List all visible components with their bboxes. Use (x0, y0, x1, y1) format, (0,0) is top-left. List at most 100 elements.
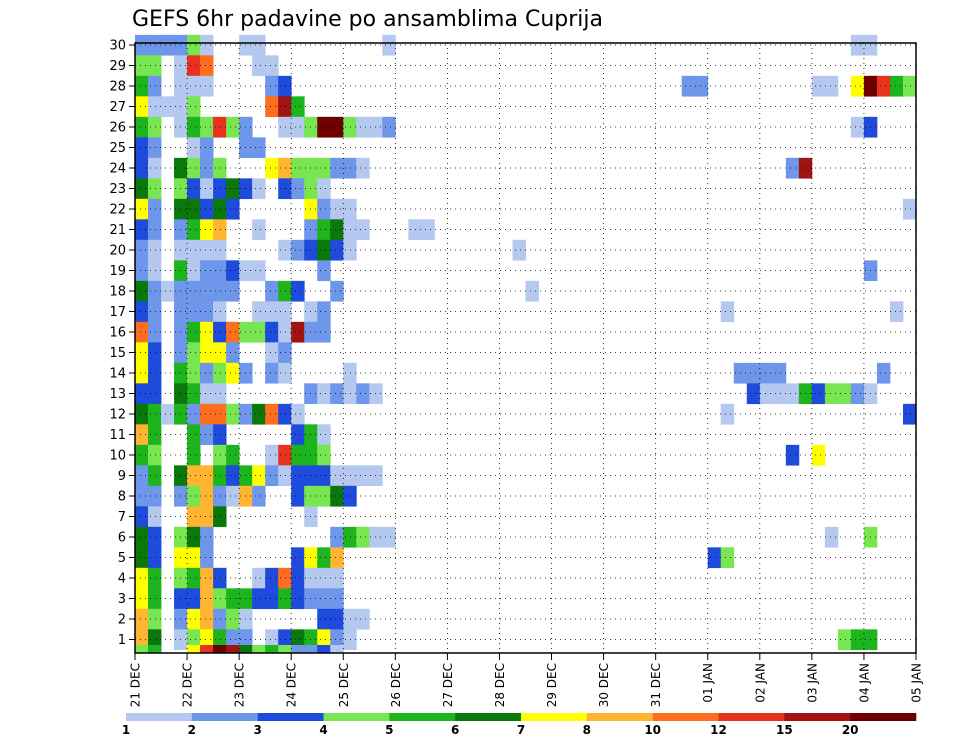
heat-cell (135, 55, 149, 77)
heat-cell (239, 645, 253, 654)
heat-cell (200, 198, 214, 220)
heat-cell (759, 383, 774, 405)
heat-cell (187, 547, 201, 569)
heat-cell (135, 547, 149, 569)
heat-cell (369, 116, 383, 138)
y-tick-label: 25 (109, 141, 126, 156)
legend-label: 8 (583, 723, 591, 737)
legend-swatch (718, 713, 785, 721)
heat-cell (226, 608, 240, 630)
heat-cell (265, 75, 279, 97)
legend: 1 2 3 4 5 6 7 8 10 12 15 20 (122, 713, 917, 737)
heat-cell (213, 588, 227, 610)
legend-label: 1 (122, 723, 130, 737)
heat-cell (135, 567, 149, 589)
heat-cell (135, 321, 149, 343)
heat-cell (317, 608, 331, 630)
x-tick-label: 23 DEC (233, 663, 247, 707)
y-tick-label: 30 (109, 39, 126, 54)
heat-cell (135, 219, 149, 241)
heat-cell (213, 506, 227, 528)
heat-cell (148, 239, 162, 261)
heat-cell (525, 280, 539, 302)
heat-cell (148, 444, 162, 466)
heat-cell (343, 362, 357, 384)
heat-cell (187, 75, 201, 97)
y-tick-label: 14 (109, 367, 126, 382)
x-tick-label: 21 DEC (129, 663, 143, 707)
y-tick-label: 21 (109, 223, 126, 238)
y-tick-label: 7 (118, 510, 126, 525)
heat-cell (330, 116, 344, 138)
heat-cell (135, 137, 149, 159)
heat-cell (135, 588, 149, 610)
heat-cell (148, 178, 162, 200)
heat-cell (278, 362, 292, 384)
heat-cell (200, 608, 214, 630)
heat-cell (902, 198, 917, 220)
x-tick-label: 29 DEC (545, 663, 559, 707)
heat-cell (187, 362, 201, 384)
heat-cell (226, 198, 240, 220)
legend-label: 2 (188, 723, 196, 737)
legend-label: 3 (253, 723, 261, 737)
heat-cell (187, 280, 201, 302)
heat-cell (343, 485, 357, 507)
x-tick-label: 30 DEC (597, 663, 611, 707)
heat-cell (772, 362, 787, 384)
legend-swatch (586, 713, 653, 721)
cells-layer (135, 34, 917, 654)
heat-cell (330, 629, 344, 651)
heat-cell (187, 403, 201, 425)
heat-cell (356, 116, 370, 138)
heat-cell (187, 116, 201, 138)
heat-cell (187, 157, 201, 179)
heat-cell (330, 588, 344, 610)
heat-cell (291, 567, 305, 589)
heat-cell (278, 465, 292, 487)
heat-cell (226, 260, 240, 282)
y-tick-label: 23 (109, 182, 126, 197)
heat-cell (278, 280, 292, 302)
heat-cell (226, 403, 240, 425)
heat-cell (278, 321, 292, 343)
heat-cell (200, 567, 214, 589)
heat-cell (694, 75, 709, 97)
heat-cell (278, 75, 292, 97)
heat-cell (759, 362, 774, 384)
heat-cell (226, 321, 240, 343)
heat-cell (187, 645, 201, 654)
legend-swatch (323, 713, 390, 721)
heat-cell (148, 383, 162, 405)
heat-cell (135, 645, 149, 654)
heat-cell (200, 219, 214, 241)
heat-cell (148, 321, 162, 343)
y-tick-label: 20 (109, 244, 126, 259)
heat-cell (278, 116, 292, 138)
y-tick-label: 2 (118, 613, 126, 628)
heat-cell (200, 506, 214, 528)
heat-cell (278, 96, 292, 118)
heat-cell (226, 178, 240, 200)
heat-cell (356, 219, 370, 241)
heat-cell (343, 608, 357, 630)
legend-label: 10 (644, 723, 661, 737)
heat-cell (200, 547, 214, 569)
heat-cell (850, 75, 865, 97)
legend-swatch (126, 713, 193, 721)
heat-cell (148, 465, 162, 487)
heat-cell (252, 137, 266, 159)
heat-cell (252, 588, 266, 610)
heat-cell (148, 260, 162, 282)
heat-cell (187, 239, 201, 261)
heat-cell (850, 383, 865, 405)
heat-cell (135, 444, 149, 466)
heat-cell (330, 157, 344, 179)
heat-cell (317, 424, 331, 446)
heat-cell (187, 219, 201, 241)
heat-cell (252, 260, 266, 282)
heat-cell (200, 301, 214, 323)
heat-cell (317, 588, 331, 610)
heat-cell (135, 260, 149, 282)
heat-cell (330, 547, 344, 569)
